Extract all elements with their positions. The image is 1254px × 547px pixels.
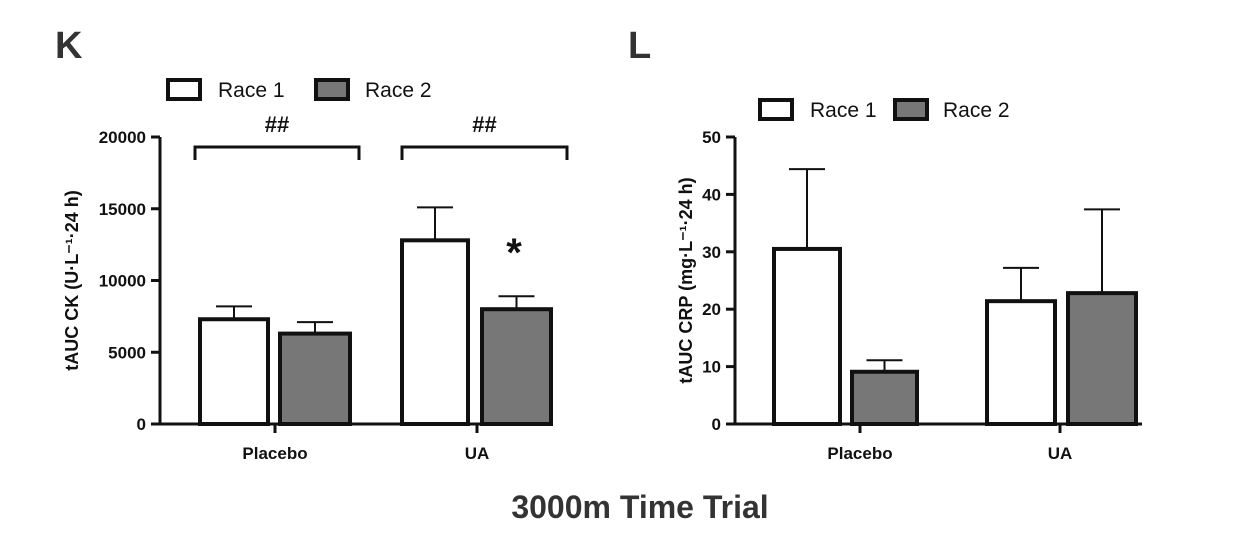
chart-k: 0 5000 10000 15000 20000 Placebo UA tAUC CK (U·… xyxy=(62,78,569,463)
chart-l: 0 10 20 30 40 50 Placebo UA tAUC CRP (mg·L⁻¹·24 … xyxy=(676,98,1142,463)
y-tick-label: 10 xyxy=(702,358,721,377)
bar-race2-placebo xyxy=(278,331,352,426)
legend-swatch xyxy=(893,98,929,121)
y-tick-label: 20 xyxy=(702,300,721,319)
legend-label: Race 2 xyxy=(943,99,1010,122)
y-tick-label: 0 xyxy=(712,415,721,434)
significance-bracket xyxy=(400,145,569,160)
significance-star: * xyxy=(506,231,522,275)
legend-swatch xyxy=(166,78,202,101)
panel-label-l: L xyxy=(628,25,651,67)
significance-bracket xyxy=(193,145,361,160)
significance-marker: ## xyxy=(472,112,496,137)
legend-label: Race 1 xyxy=(810,99,877,122)
y-tick-label: 5000 xyxy=(108,343,146,362)
bar-race2-placebo xyxy=(850,369,919,426)
significance-marker: ## xyxy=(265,112,289,137)
y-tick-label: 15000 xyxy=(99,200,146,219)
legend-label: Race 1 xyxy=(218,79,285,102)
y-tick-label: 20000 xyxy=(99,128,146,147)
y-tick-label: 40 xyxy=(702,185,721,204)
y-tick-label: 50 xyxy=(702,128,721,147)
bar-race1-placebo xyxy=(772,246,842,426)
y-axis-label: tAUC CK (U·L⁻¹·24 h) xyxy=(62,190,82,370)
legend-swatch xyxy=(758,98,794,121)
y-tick-label: 10000 xyxy=(99,272,146,291)
bar-race1-ua xyxy=(400,238,470,426)
x-tick-label: Placebo xyxy=(827,444,892,463)
bar-race2-ua xyxy=(1066,291,1138,426)
bar-race2-ua xyxy=(480,307,553,427)
panel-label-k: K xyxy=(55,25,83,67)
legend-label: Race 2 xyxy=(365,79,432,102)
bar-race1-placebo xyxy=(198,317,270,426)
y-tick-label: 30 xyxy=(702,243,721,262)
x-tick-label: Placebo xyxy=(242,444,307,463)
bar-race1-ua xyxy=(985,299,1057,426)
y-axis-label: tAUC CRP (mg·L⁻¹·24 h) xyxy=(676,177,696,383)
y-tick-label: 0 xyxy=(137,415,146,434)
figure-title: 3000m Time Trial xyxy=(511,489,768,525)
legend-swatch xyxy=(314,78,350,101)
x-tick-label: UA xyxy=(1048,444,1073,463)
x-tick-label: UA xyxy=(465,444,490,463)
